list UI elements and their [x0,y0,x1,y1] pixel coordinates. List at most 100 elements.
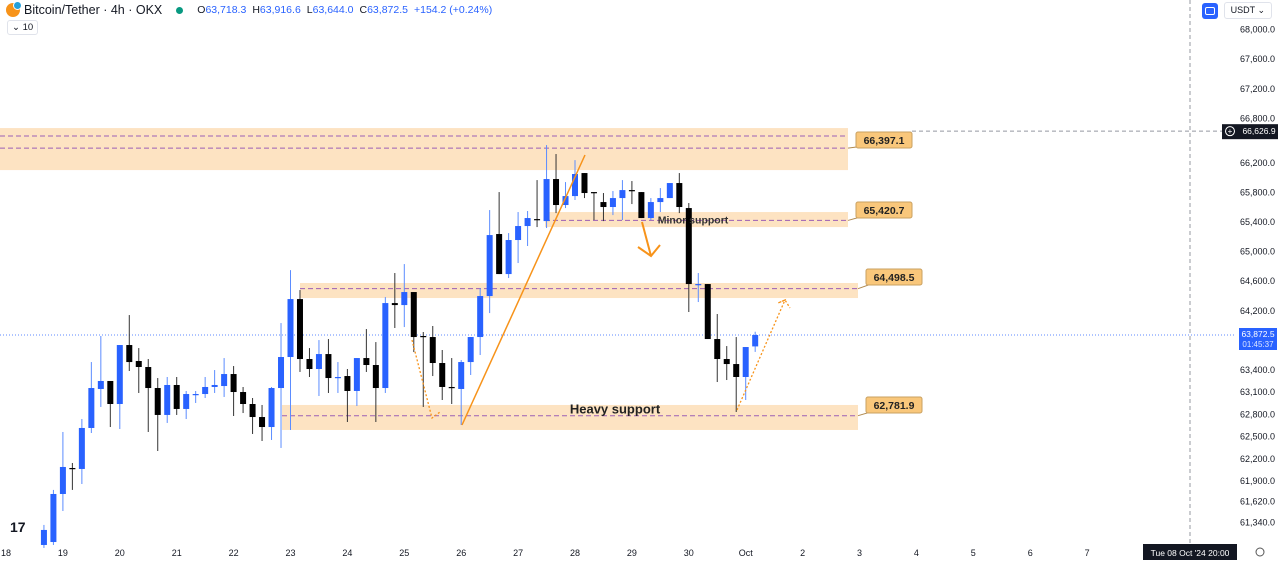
candle [372,342,379,422]
x-tick-label: 19 [58,548,68,558]
candle-body [69,468,76,470]
candle [704,284,711,340]
candle [40,524,47,548]
candle [572,160,578,201]
compare-button[interactable] [1201,2,1218,19]
y-tick-label: 61,340.0 [1240,517,1275,527]
candle [192,390,199,403]
candle [657,188,664,213]
candle [742,347,749,401]
y-tick-label: 61,620.0 [1240,497,1275,507]
candle-body [164,384,171,415]
candle [334,362,341,393]
candle [59,431,66,512]
indicators-toggle[interactable]: ⌄ 10 [7,20,39,35]
y-tick-label: 65,800.0 [1240,187,1275,197]
candle-body [572,174,578,197]
symbol-title[interactable]: Bitcoin/Tether · 4h · OKX [24,3,163,17]
currency-dropdown[interactable]: USDT ⌄ [1223,2,1272,19]
candle-body [211,384,218,387]
candle-body [742,347,749,377]
open-label: O [197,4,206,16]
last-price-label: 63,872.5 [1241,329,1274,339]
candle-body [448,386,455,389]
candle [581,173,588,199]
candle-body [619,190,626,199]
candle-body [553,179,560,206]
candle-body [647,202,654,219]
candle-body [221,374,228,387]
candle [410,292,417,353]
candle-body [382,303,389,389]
candle-body [240,392,247,405]
y-tick-label: 64,600.0 [1240,276,1275,286]
currency-label: USDT [1230,5,1255,15]
candle-body [192,394,199,396]
candle [524,211,531,247]
candle-body [666,183,673,199]
candle [211,370,218,393]
x-tick-label: 3 [857,548,862,558]
callout-box [865,396,923,414]
candle [164,376,171,423]
candle-body [515,226,522,241]
candle-body [183,394,190,409]
candle-body [372,365,379,389]
candle [609,191,616,216]
projection-dotted-arrow [736,298,791,411]
candle-body [695,284,702,286]
candle [619,180,626,221]
candle [69,462,76,490]
callout-box [855,131,913,149]
heavy-support-label: Heavy support [570,402,661,417]
candle [97,335,104,407]
chevron-down-icon: ⌄ [12,22,23,33]
x-tick-label: 30 [684,548,694,558]
x-tick-label: 23 [285,548,295,558]
candle-body [676,183,683,208]
candle [628,181,635,205]
bitcoin-logo-icon [6,1,22,17]
candle-body [315,354,322,370]
callout-label: 65,420.7 [864,205,905,217]
projection-dotted-line [411,339,441,420]
candle [382,297,389,393]
x-tick-label: Oct [739,548,754,558]
candle-body [259,417,266,428]
candle-body [287,299,294,358]
y-tick-label: 64,200.0 [1240,306,1275,316]
candle-body [135,361,142,368]
candle [50,489,57,545]
y-tick-label: 62,200.0 [1240,454,1275,464]
callout-box [855,201,913,219]
candle [496,192,503,275]
candle [676,173,683,214]
candle-body [154,388,161,415]
candle-body [638,192,645,219]
y-tick-label: 62,800.0 [1240,409,1275,419]
x-tick-label: 22 [229,548,239,558]
x-tick-label: 27 [513,548,523,558]
candle [600,193,607,222]
countdown-label: 01:45:37 [1242,340,1274,349]
candle [752,331,759,352]
candle [401,264,408,328]
y-tick-label: 65,000.0 [1240,247,1275,257]
candle-body [353,358,360,391]
low-value: 63,644.0 [312,4,354,16]
candle [259,404,266,442]
candle-body [723,359,730,365]
y-tick-label: 68,000.0 [1240,25,1275,35]
candle-body [40,529,47,545]
x-tick-label: 20 [115,548,125,558]
plus-icon: + [1228,127,1233,136]
candle-body [278,357,285,389]
down-arrow-icon [637,244,661,258]
callout-label: 62,781.9 [874,400,915,412]
crosshair-time-label: Tue 08 Oct '24 20:00 [1151,548,1230,558]
candle-body [496,234,503,275]
candle [391,273,398,329]
candle-body [78,427,85,469]
candle [458,360,465,426]
